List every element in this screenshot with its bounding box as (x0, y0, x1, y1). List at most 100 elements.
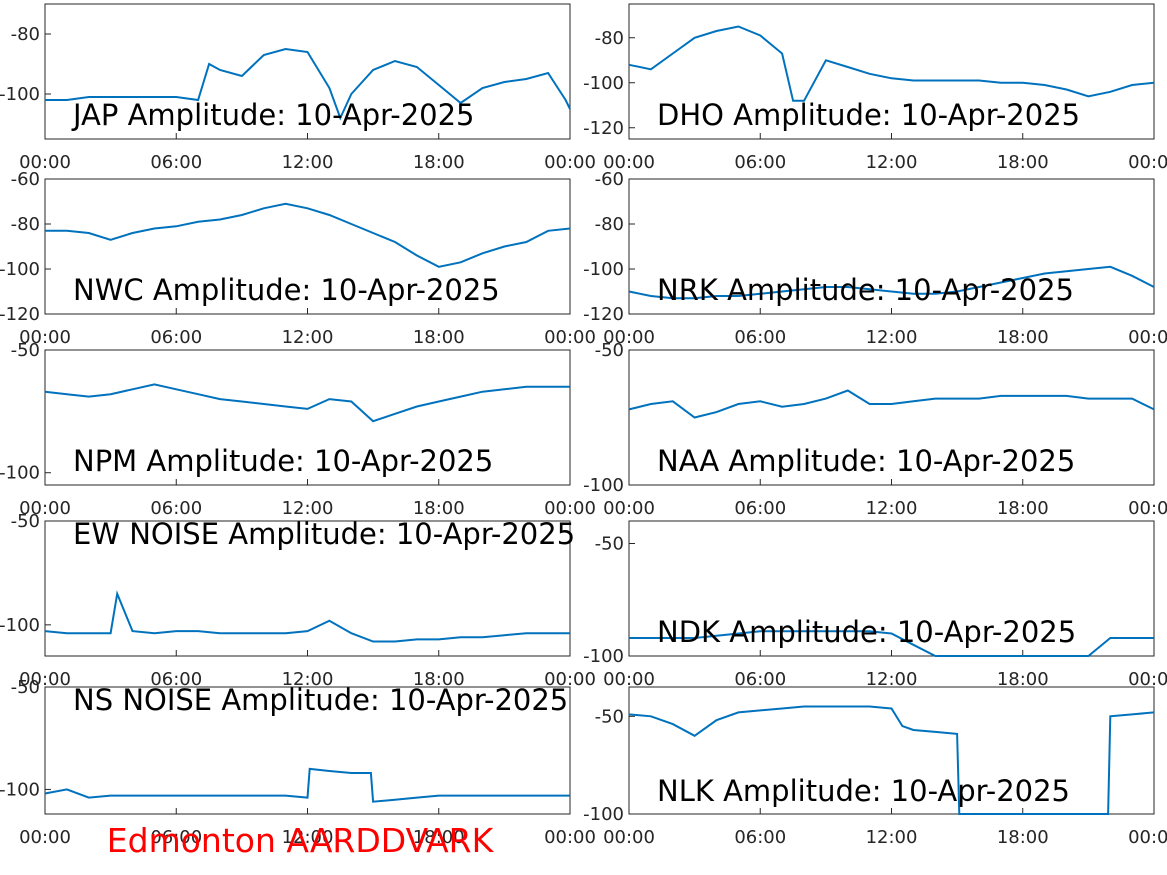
x-tick-label: 06:00 (150, 669, 202, 690)
x-tick-label: 12:00 (282, 152, 334, 173)
x-tick-label: 18:00 (997, 152, 1049, 173)
series-line (44, 383, 570, 423)
x-tick-label: 00:00 (1128, 152, 1167, 173)
x-tick-label: 00:00 (1128, 669, 1167, 690)
chart-title: NPM Amplitude: 10-Apr-2025 (73, 444, 493, 478)
x-tick-label: 18:00 (997, 327, 1049, 348)
x-tick-label: 06:00 (150, 827, 202, 848)
chart-title: NLK Amplitude: 10-Apr-2025 (657, 774, 1070, 808)
y-tick-label: -50 (595, 340, 624, 361)
x-tick-label: 18:00 (413, 827, 465, 848)
x-tick-label: 12:00 (282, 498, 334, 519)
x-tick-label: 00:00 (603, 498, 655, 519)
x-tick-label: 12:00 (866, 669, 918, 690)
y-tick-label: -100 (0, 615, 40, 636)
y-tick-label: -80 (11, 24, 40, 45)
series-line (628, 705, 1155, 815)
x-tick-label: 00:00 (603, 827, 655, 848)
x-tick-label: 12:00 (282, 827, 334, 848)
x-tick-label: 06:00 (734, 152, 786, 173)
chart-title: NDK Amplitude: 10-Apr-2025 (657, 615, 1076, 649)
y-tick-label: -100 (583, 475, 624, 496)
y-tick-label: -120 (0, 304, 40, 325)
x-tick-label: 18:00 (413, 498, 465, 519)
y-tick-label: -100 (583, 73, 624, 94)
x-tick-label: 06:00 (150, 152, 202, 173)
x-tick-label: 00:00 (544, 498, 596, 519)
x-tick-label: 06:00 (734, 669, 786, 690)
chart-panel: -50 -100 00:00 06:00 12:00 18:00 00:00 NS NOISE… (0, 677, 596, 848)
y-tick-label: -60 (595, 169, 624, 190)
x-tick-label: 00:00 (544, 669, 596, 690)
y-tick-label: -80 (595, 28, 624, 49)
y-tick-label: -60 (11, 169, 40, 190)
x-tick-label: 18:00 (413, 152, 465, 173)
series-line (628, 265, 1155, 300)
chart-title: NAA Amplitude: 10-Apr-2025 (657, 444, 1075, 478)
series-line (45, 47, 571, 121)
x-tick-label: 12:00 (866, 498, 918, 519)
series-line (44, 590, 570, 643)
x-tick-label: 06:00 (734, 498, 786, 519)
y-tick-label: -100 (0, 463, 40, 484)
chart-title: JAP Amplitude: 10-Apr-2025 (71, 98, 475, 132)
x-tick-label: 12:00 (282, 327, 334, 348)
y-tick-label: -100 (583, 646, 624, 667)
chart-panel: -80-100-12000:0006:0012:0018:0000:00DHO … (583, 3, 1167, 173)
y-tick-label: -80 (595, 214, 624, 235)
x-tick-label: 00:00 (544, 827, 596, 848)
x-tick-label: 18:00 (413, 327, 465, 348)
chart-panel: -50 -100 00:00 06:00 12:00 18:00 00:00 EW NOISE… (0, 511, 596, 690)
y-tick-label: -50 (11, 340, 40, 361)
x-tick-label: 06:00 (150, 498, 202, 519)
chart-title: NWC Amplitude: 10-Apr-2025 (73, 273, 500, 307)
x-tick-label: 18:00 (997, 498, 1049, 519)
footer-station-label: Edmonton AARDDVARK (107, 821, 495, 860)
chart-panel: -60-80-100-12000:0006:0012:0018:0000:00N… (583, 169, 1167, 348)
chart-title: EW NOISE Amplitude: 10-Apr-2025 (73, 517, 575, 551)
y-tick-label: -50 (11, 511, 40, 532)
x-tick-label: 12:00 (866, 827, 918, 848)
x-tick-label: 18:00 (413, 669, 465, 690)
x-tick-label: 18:00 (997, 827, 1049, 848)
y-tick-label: -100 (0, 779, 40, 800)
y-tick-label: -100 (0, 84, 40, 105)
y-tick-label: -100 (583, 259, 624, 280)
y-tick-label: -50 (595, 706, 624, 727)
x-tick-label: 00:00 (544, 152, 596, 173)
chart-title: NRK Amplitude: 10-Apr-2025 (657, 273, 1074, 307)
x-tick-label: 18:00 (997, 669, 1049, 690)
x-tick-label: 00:00 (1128, 327, 1167, 348)
x-tick-label: 00:00 (603, 327, 655, 348)
x-tick-label: 00:00 (19, 327, 71, 348)
y-tick-label: -50 (11, 677, 40, 698)
y-tick-label: -100 (583, 804, 624, 825)
y-tick-label: -80 (11, 214, 40, 235)
x-tick-label: 06:00 (150, 327, 202, 348)
x-tick-label: 00:00 (19, 498, 71, 519)
series-line (44, 767, 570, 803)
series-line (629, 630, 1154, 657)
y-tick-label: -120 (583, 304, 624, 325)
x-tick-label: 00:00 (603, 669, 655, 690)
x-tick-label: 00:00 (19, 827, 71, 848)
series-line (45, 202, 571, 268)
x-tick-label: 00:00 (19, 669, 71, 690)
series-line (628, 25, 1155, 102)
y-tick-label: -50 (595, 534, 624, 555)
x-tick-label: 00:00 (603, 152, 655, 173)
x-tick-label: 00:00 (1128, 498, 1167, 519)
x-tick-label: 12:00 (282, 669, 334, 690)
chart-title: DHO Amplitude: 10-Apr-2025 (657, 98, 1080, 132)
chart-title: NS NOISE Amplitude: 10-Apr-2025 (73, 683, 568, 717)
x-tick-label: 00:00 (1128, 827, 1167, 848)
x-tick-label: 06:00 (734, 327, 786, 348)
x-tick-label: 12:00 (866, 327, 918, 348)
